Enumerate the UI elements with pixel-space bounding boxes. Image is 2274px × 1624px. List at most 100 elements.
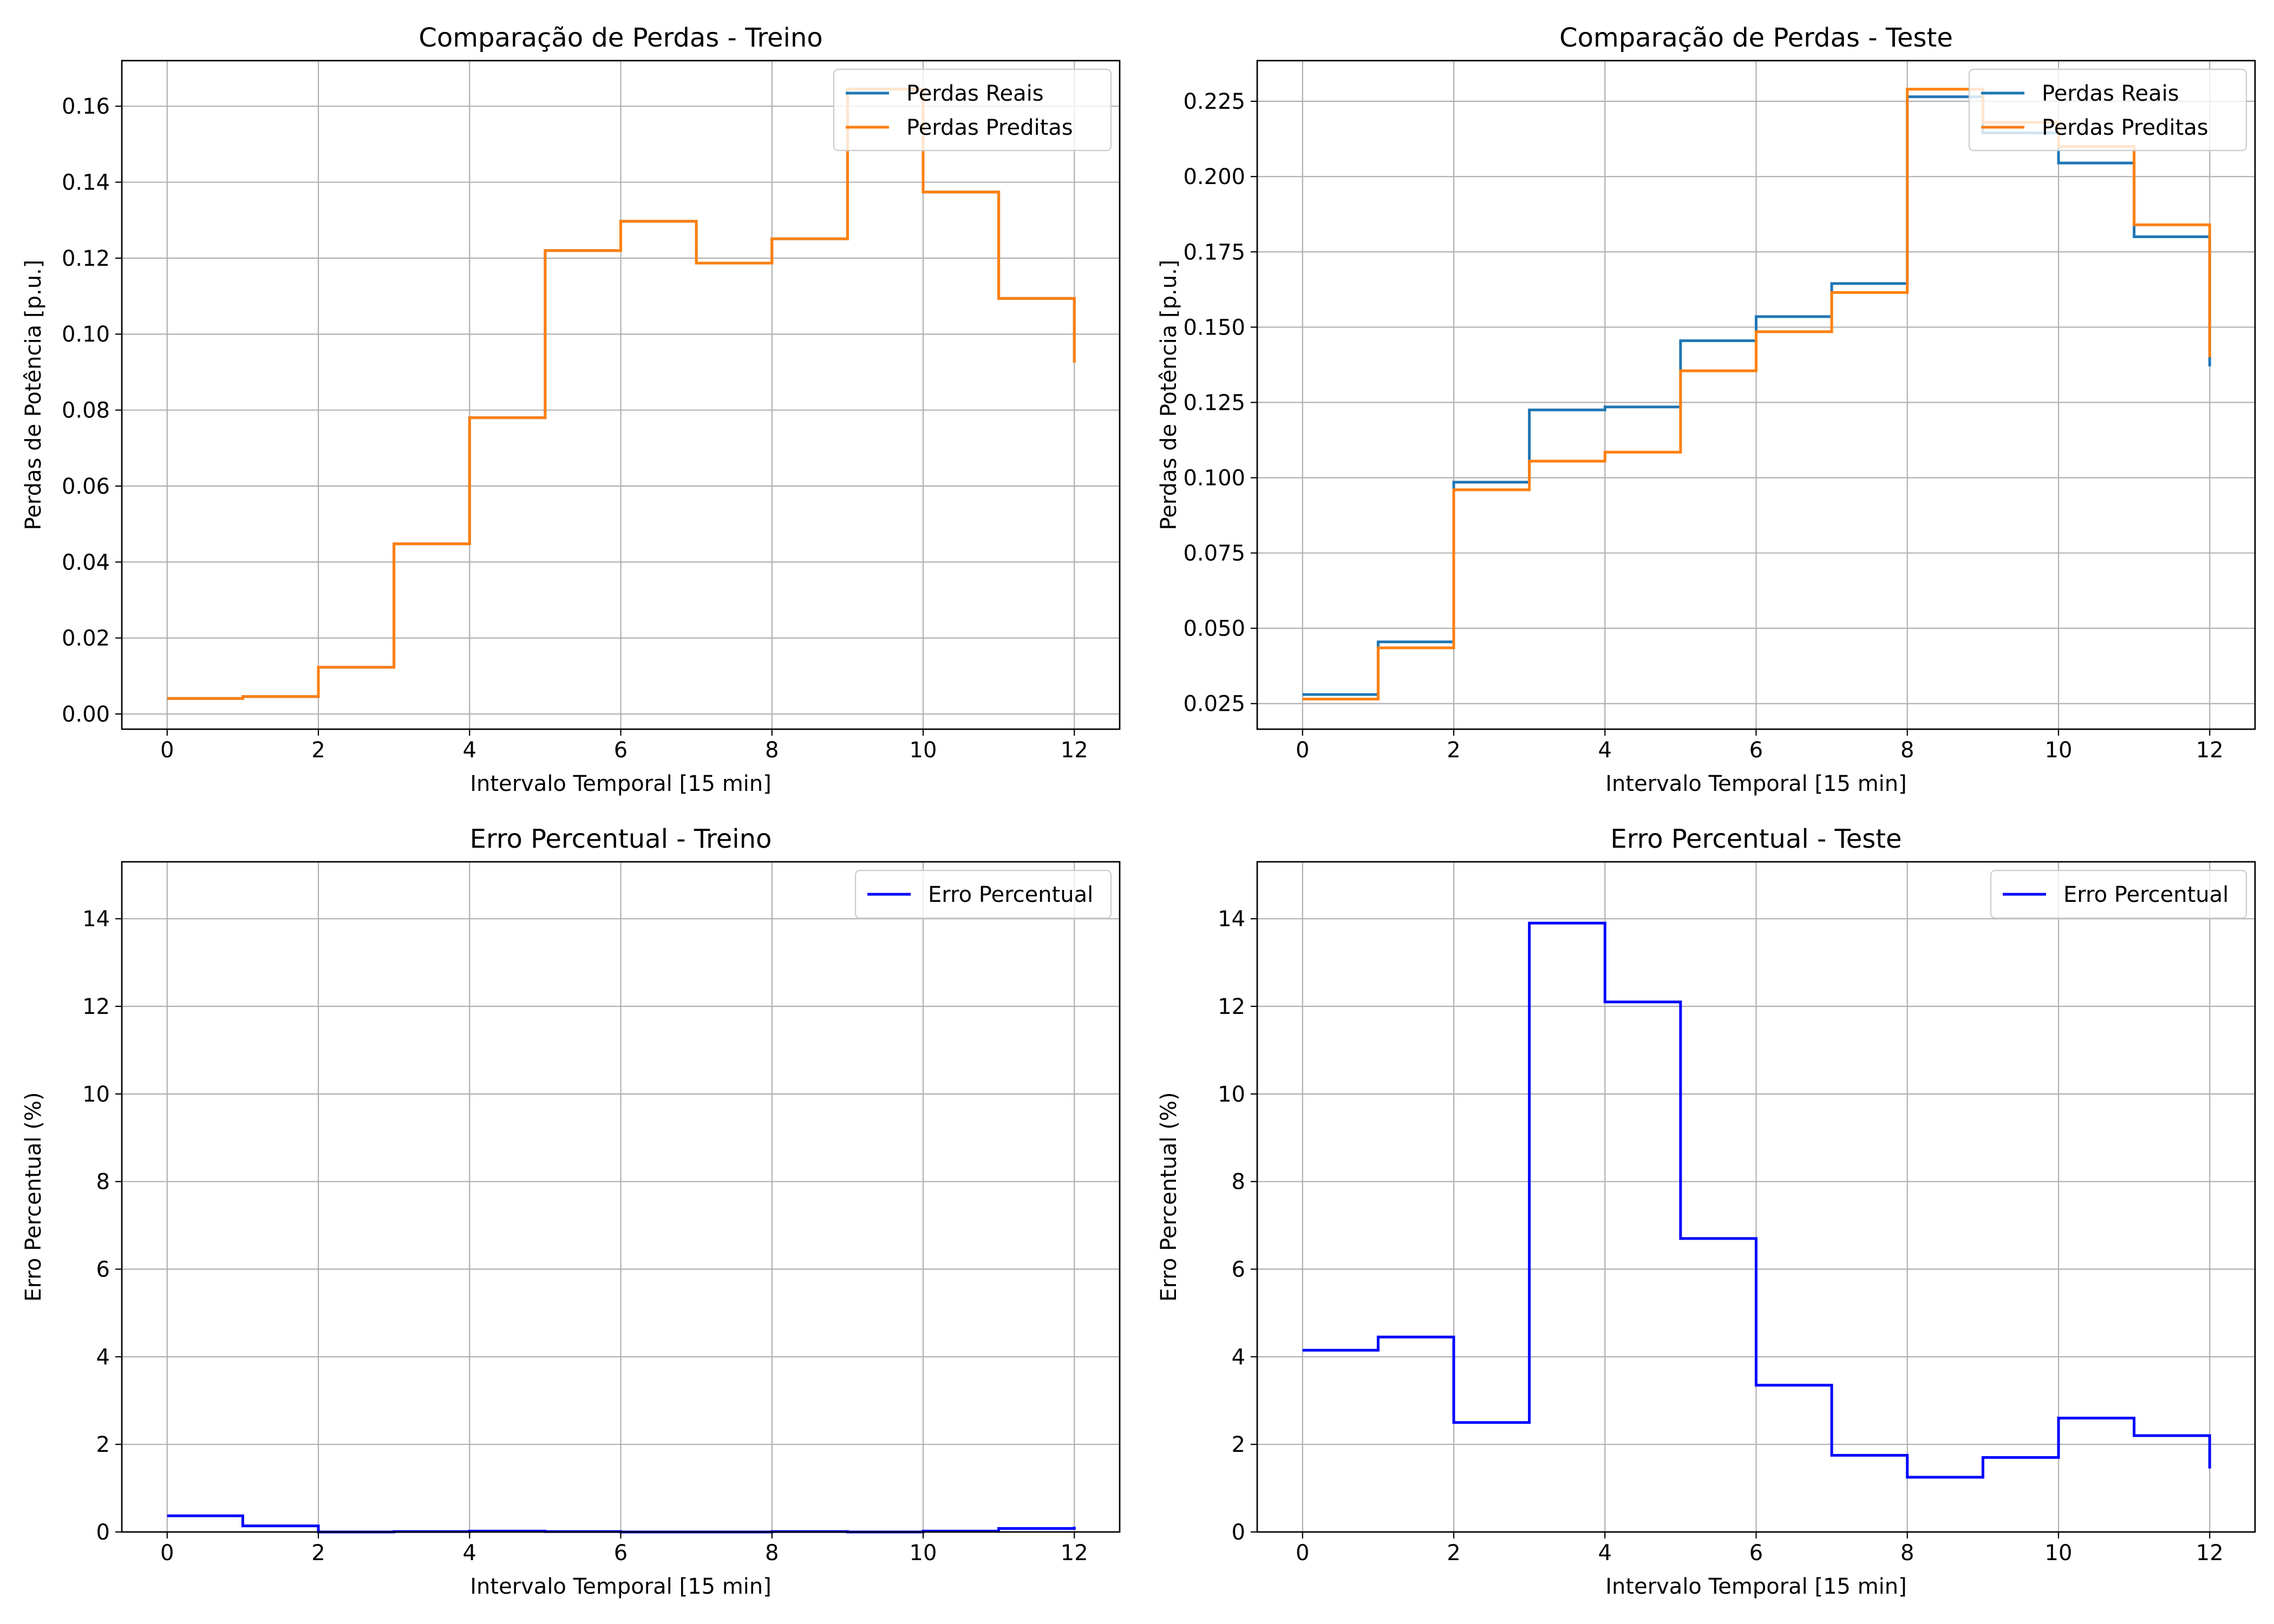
y-axis: 0.00 0.02 0.04 0.06 0.08 0.10 0.12 0.14 0.16 bbox=[62, 94, 122, 727]
legend-box bbox=[1990, 869, 2247, 919]
chart-panel-1: 0 2 4 6 8 10 12 0.00 0.02 0.04 0.06 0.08 0.10 0.12 0.1… bbox=[21, 23, 1121, 796]
y-axis: 0.025 0.050 0.075 0.100 0.125 0.150 0.175 0.200… bbox=[1183, 89, 1257, 717]
x-tick-label: 0 bbox=[160, 738, 174, 763]
x-axis: 0 2 4 6 8 10 12 bbox=[160, 1532, 1088, 1566]
y-tick-label: 4 bbox=[96, 1345, 110, 1370]
y-tick-label: 0.06 bbox=[62, 474, 110, 499]
x-tick-label: 10 bbox=[910, 738, 937, 763]
series-line-1 bbox=[1302, 95, 2211, 696]
y-tick-label: 0.200 bbox=[1183, 165, 1245, 189]
x-axis: 0 2 4 6 8 10 12 bbox=[1296, 729, 2224, 763]
y-tick-label: 2 bbox=[96, 1432, 110, 1457]
legend-label-2: Perdas Preditas bbox=[2042, 115, 2208, 140]
series-line-1 bbox=[1302, 921, 2211, 1479]
y-tick-label: 0 bbox=[96, 1520, 110, 1545]
x-tick-label: 4 bbox=[463, 738, 476, 763]
x-tick-label: 0 bbox=[1296, 738, 1309, 763]
y-tick-label: 0.175 bbox=[1183, 240, 1245, 265]
legend: Perdas Reais Perdas Preditas bbox=[1968, 68, 2247, 152]
chart-panel-2: 0 2 4 6 8 10 120.0250.0500.0750.1000.1250.1500… bbox=[1156, 23, 2256, 796]
y-tick-label: 6 bbox=[96, 1258, 110, 1282]
y-tick-label: 10 bbox=[1218, 1082, 1245, 1107]
x-tick-label: 12 bbox=[1061, 738, 1088, 763]
y-axis-label: Perdas de Potência [p.u.] bbox=[21, 260, 46, 531]
x-tick-label: 8 bbox=[1900, 1541, 1914, 1566]
x-tick-label: 8 bbox=[1900, 738, 1914, 763]
x-tick-label: 6 bbox=[614, 738, 628, 763]
x-tick-label: 2 bbox=[1447, 738, 1460, 763]
y-tick-label: 8 bbox=[96, 1170, 110, 1195]
y-tick-label: 0.14 bbox=[62, 171, 110, 195]
y-tick-label: 0.225 bbox=[1183, 89, 1245, 114]
x-tick-label: 6 bbox=[614, 1541, 628, 1566]
x-axis-label: Intervalo Temporal [15 min] bbox=[1605, 771, 1906, 796]
y-tick-label: 0 bbox=[1232, 1520, 1245, 1545]
x-tick-label: 4 bbox=[1598, 1541, 1612, 1566]
chart-title: Erro Percentual - Treino bbox=[470, 824, 772, 854]
chart-title: Comparação de Perdas - Teste bbox=[1559, 23, 1953, 53]
legend-label-1: Erro Percentual bbox=[2063, 882, 2229, 907]
x-axis-label: Intervalo Temporal [15 min] bbox=[470, 771, 771, 796]
x-tick-label: 2 bbox=[1447, 1541, 1460, 1566]
x-axis-label: Intervalo Temporal [15 min] bbox=[470, 1574, 771, 1599]
y-tick-label: 4 bbox=[1232, 1345, 1245, 1370]
y-axis-label: Erro Percentual (%) bbox=[1156, 1092, 1181, 1301]
y-tick-label: 12 bbox=[82, 994, 110, 1019]
y-tick-label: 0.10 bbox=[62, 322, 110, 347]
chart-title: Comparação de Perdas - Treino bbox=[419, 23, 822, 53]
x-axis: 0 2 4 6 8 10 12 bbox=[160, 729, 1088, 763]
x-axis: 0 2 4 6 8 10 12 bbox=[1296, 1532, 2224, 1566]
x-tick-label: 10 bbox=[910, 1541, 937, 1566]
chart-panel-3: 0 2 4 6 8 10 12 0 2 4 6 8 10 12 14 Erro Percentual - Tr… bbox=[21, 824, 1121, 1599]
x-tick-label: 12 bbox=[2196, 738, 2224, 763]
chart-title: Erro Percentual - Teste bbox=[1610, 824, 1901, 854]
y-tick-label: 0.125 bbox=[1183, 390, 1245, 415]
x-tick-label: 0 bbox=[1296, 1541, 1309, 1566]
y-tick-label: 0.050 bbox=[1183, 617, 1245, 641]
y-tick-label: 10 bbox=[82, 1082, 110, 1107]
series-lines bbox=[167, 88, 1076, 700]
x-tick-label: 4 bbox=[463, 1541, 476, 1566]
legend: Perdas Reais Perdas Preditas bbox=[833, 68, 1112, 152]
y-tick-label: 0.08 bbox=[62, 398, 110, 423]
x-tick-label: 12 bbox=[1061, 1541, 1088, 1566]
y-tick-label: 0.16 bbox=[62, 94, 110, 119]
x-tick-label: 12 bbox=[2196, 1541, 2224, 1566]
x-tick-label: 0 bbox=[160, 1541, 174, 1566]
x-tick-label: 8 bbox=[765, 738, 779, 763]
legend-box bbox=[833, 68, 1112, 152]
y-tick-label: 8 bbox=[1232, 1170, 1245, 1195]
y-tick-label: 14 bbox=[1218, 907, 1245, 932]
legend-label-2: Perdas Preditas bbox=[906, 115, 1073, 140]
y-axis: 0 2 4 6 8 10 12 14 bbox=[1218, 907, 1257, 1545]
legend: Erro Percentual bbox=[854, 869, 1112, 919]
legend: Erro Percentual bbox=[1990, 869, 2247, 919]
y-tick-label: 12 bbox=[1218, 994, 1245, 1019]
y-axis-label: Erro Percentual (%) bbox=[21, 1092, 46, 1301]
y-tick-label: 0.00 bbox=[62, 702, 110, 727]
y-tick-label: 0.150 bbox=[1183, 315, 1245, 340]
legend-box bbox=[854, 869, 1112, 919]
legend-label-1: Perdas Reais bbox=[906, 81, 1044, 106]
x-tick-label: 8 bbox=[765, 1541, 779, 1566]
y-tick-label: 6 bbox=[1232, 1258, 1245, 1282]
x-tick-label: 2 bbox=[311, 1541, 325, 1566]
y-tick-label: 2 bbox=[1232, 1432, 1245, 1457]
y-tick-label: 0.02 bbox=[62, 626, 110, 651]
legend-box bbox=[1968, 68, 2247, 152]
y-tick-label: 0.04 bbox=[62, 550, 110, 575]
chart-panel-4: 0 2 4 6 8 10 12 0 2 4 6 8 10 12 14 Erro Percentual - Te… bbox=[1156, 824, 2256, 1599]
y-axis-label: Perdas de Potência [p.u.] bbox=[1156, 260, 1181, 531]
series-lines bbox=[1302, 921, 2211, 1479]
series-line-2 bbox=[167, 88, 1076, 700]
x-tick-label: 6 bbox=[1749, 738, 1763, 763]
y-tick-label: 0.025 bbox=[1183, 692, 1245, 717]
y-tick-label: 0.12 bbox=[62, 246, 110, 271]
x-tick-label: 2 bbox=[311, 738, 325, 763]
x-axis-label: Intervalo Temporal [15 min] bbox=[1605, 1574, 1906, 1599]
legend-label-1: Erro Percentual bbox=[928, 882, 1093, 907]
y-tick-label: 14 bbox=[82, 907, 110, 932]
y-axis: 0 2 4 6 8 10 12 14 bbox=[82, 907, 122, 1545]
x-tick-label: 6 bbox=[1749, 1541, 1763, 1566]
y-tick-label: 0.100 bbox=[1183, 466, 1245, 490]
